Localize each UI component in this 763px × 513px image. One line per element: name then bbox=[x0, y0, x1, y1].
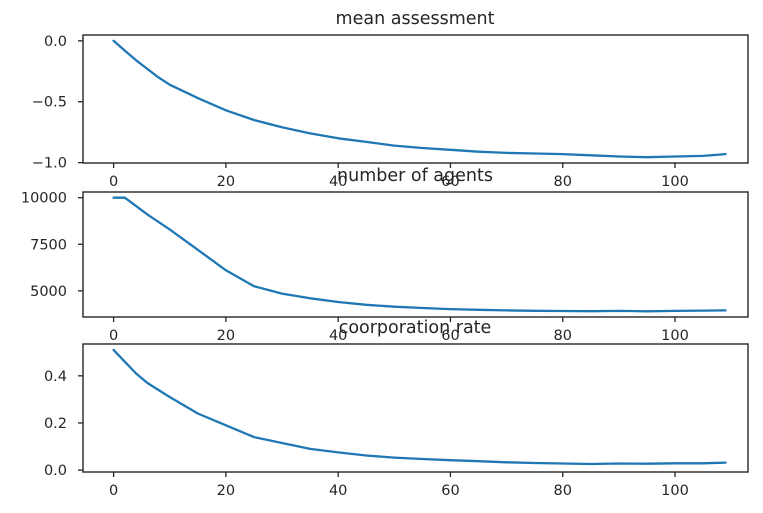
x-tick-label: 60 bbox=[441, 174, 459, 190]
y-tick-label: 0.0 bbox=[44, 34, 67, 50]
x-tick-label: 80 bbox=[554, 483, 572, 499]
y-tick-label: 0.2 bbox=[44, 416, 67, 432]
axes-frame bbox=[82, 343, 749, 473]
x-tick-label: 0 bbox=[109, 328, 118, 344]
y-tick-label: 0.0 bbox=[44, 463, 67, 479]
x-tick-label: 20 bbox=[217, 174, 235, 190]
x-tick-label: 100 bbox=[661, 174, 689, 190]
subplot-3-title: coorporation rate bbox=[338, 318, 492, 338]
subplot-1: 0 20 40 60 80 100 0.0 −0.5 −1.0 bbox=[32, 34, 749, 190]
x-tick-label: 40 bbox=[329, 483, 347, 499]
data-line bbox=[112, 348, 727, 466]
x-tick-label: 20 bbox=[217, 483, 235, 499]
y-tick-label: 0.4 bbox=[44, 369, 67, 385]
x-tick-label: 60 bbox=[441, 483, 459, 499]
y-tick-label: 5000 bbox=[30, 284, 67, 300]
y-tick-label: 7500 bbox=[30, 237, 67, 253]
x-tick-label: 40 bbox=[329, 174, 347, 190]
x-tick-label: 0 bbox=[109, 483, 118, 499]
subplot-3: 0 20 40 60 80 100 0.4 0.2 0.0 bbox=[44, 343, 749, 499]
data-line bbox=[112, 39, 727, 159]
data-line bbox=[112, 196, 727, 313]
x-tick-label: 0 bbox=[109, 174, 118, 190]
y-tick-label: −1.0 bbox=[32, 156, 67, 172]
x-tick-label: 80 bbox=[554, 328, 572, 344]
subplot-2: 0 20 40 60 80 100 10000 7500 5000 bbox=[21, 191, 749, 344]
subplot-2-title: number of agents bbox=[337, 166, 493, 186]
x-tick-label: 20 bbox=[217, 328, 235, 344]
x-tick-label: 100 bbox=[661, 483, 689, 499]
axes-frame bbox=[82, 191, 749, 318]
x-tick-label: 80 bbox=[554, 174, 572, 190]
x-tick-label: 60 bbox=[441, 328, 459, 344]
y-tick-label: −0.5 bbox=[32, 95, 67, 111]
axes-frame bbox=[82, 34, 749, 164]
subplot-1-title: mean assessment bbox=[335, 9, 495, 29]
x-tick-label: 40 bbox=[329, 328, 347, 344]
x-tick-label: 100 bbox=[661, 328, 689, 344]
y-tick-label: 10000 bbox=[21, 191, 67, 207]
